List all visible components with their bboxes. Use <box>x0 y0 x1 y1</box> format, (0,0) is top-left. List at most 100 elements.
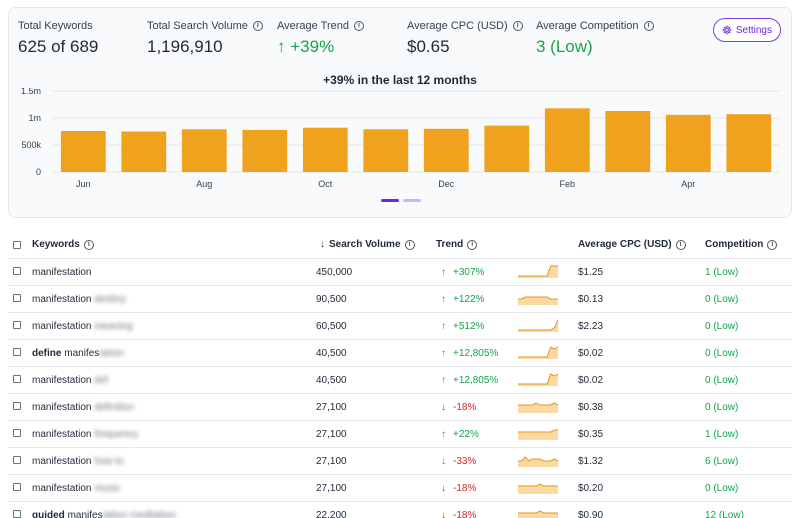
settings-button[interactable]: Settings <box>712 18 781 42</box>
table-row[interactable]: manifestation 450,000 ↑ +307% $1.25 1 (Low) <box>8 258 792 285</box>
column-keywords[interactable]: Keywords i <box>32 239 94 250</box>
bar-sep[interactable] <box>242 129 288 172</box>
stat-value: 625 of 689 <box>18 37 99 56</box>
search-volume-cell: 40,500 <box>316 375 347 386</box>
bar-dec[interactable] <box>423 128 469 172</box>
cpc-cell: $1.32 <box>578 456 604 467</box>
info-icon[interactable]: i <box>643 21 654 31</box>
chart-page-dot[interactable] <box>403 199 421 202</box>
keyword-text: manifestation <box>32 429 92 440</box>
stat-total-volume: Total Search Volume i 1,196,910 <box>147 20 263 57</box>
trend-value: +22% <box>453 429 479 440</box>
bar-may[interactable] <box>726 114 772 172</box>
search-volume-cell: 27,100 <box>316 483 347 494</box>
column-label: Average CPC (USD) <box>578 239 672 250</box>
trend-value: +307% <box>453 267 485 278</box>
row-checkbox[interactable] <box>13 375 21 383</box>
trend-cell: ↓ -18% <box>441 402 476 413</box>
chart-title: +39% in the last 12 months <box>323 73 477 87</box>
sparkline-line <box>518 483 558 487</box>
bar-aug[interactable] <box>181 129 227 172</box>
table-row[interactable]: guided manifestation meditation 22,200 ↓ -1… <box>8 501 792 518</box>
keyword-cell[interactable]: guided manifestation meditation <box>32 510 176 518</box>
search-volume-cell: 27,100 <box>316 456 347 467</box>
row-checkbox[interactable] <box>13 321 21 329</box>
trend-sparkline <box>518 265 558 278</box>
sparkline-area <box>518 457 558 467</box>
info-icon[interactable]: i <box>675 239 686 250</box>
info-icon[interactable]: i <box>404 239 415 250</box>
row-checkbox[interactable] <box>13 402 21 410</box>
info-icon[interactable]: i <box>252 21 263 31</box>
table-row[interactable]: manifestation frequency 27,100 ↑ +22% $0.35 1… <box>8 420 792 447</box>
trend-value: -18% <box>453 483 477 494</box>
trend-value: -18% <box>453 402 477 413</box>
trend-up-arrow-icon: ↑ <box>441 348 446 359</box>
keyword-blurred-text: tation <box>99 348 124 359</box>
bar-jan[interactable] <box>484 125 530 172</box>
info-icon[interactable]: i <box>83 239 94 250</box>
table-row[interactable]: manifestation how to 27,100 ↓ -33% $1.32 6 (L… <box>8 447 792 474</box>
row-checkbox[interactable] <box>13 456 21 464</box>
bar-feb[interactable] <box>544 108 590 172</box>
trend-sparkline <box>518 296 558 305</box>
keyword-cell[interactable]: manifestation how to <box>32 456 124 467</box>
sparkline-line <box>518 510 558 514</box>
info-icon[interactable]: i <box>353 21 364 31</box>
keyword-text: manifestation <box>32 267 92 278</box>
x-tick-label: Feb <box>560 179 576 189</box>
search-volume-cell: 27,100 <box>316 429 347 440</box>
row-checkbox[interactable] <box>13 267 21 275</box>
search-volume-cell: 40,500 <box>316 348 347 359</box>
table-row[interactable]: manifestation meaning 60,500 ↑ +512% $2.23 0 … <box>8 312 792 339</box>
table-row[interactable]: manifestation destiny 90,500 ↑ +122% $0.13 0 … <box>8 285 792 312</box>
keyword-text: manifestation <box>32 375 92 386</box>
bar-jun[interactable] <box>60 131 106 172</box>
cpc-cell: $0.35 <box>578 429 604 440</box>
table-row[interactable]: define manifestation 40,500 ↑ +12,805% $0.02… <box>8 339 792 366</box>
info-icon[interactable]: i <box>467 239 478 250</box>
stat-label: Average Competition <box>536 20 639 32</box>
trend-cell: ↓ -18% <box>441 483 476 494</box>
bar-mar[interactable] <box>605 111 651 172</box>
keyword-cell[interactable]: manifestation frequency <box>32 429 138 440</box>
info-icon[interactable]: i <box>767 239 778 250</box>
row-checkbox[interactable] <box>13 429 21 437</box>
table-row[interactable]: manifestation music 27,100 ↓ -18% $0.20 0 (Lo… <box>8 474 792 501</box>
info-icon[interactable]: i <box>512 21 523 31</box>
table-row[interactable]: manifestation definition 27,100 ↓ -18% $0.38… <box>8 393 792 420</box>
bar-nov[interactable] <box>363 129 409 172</box>
select-all-checkbox[interactable] <box>13 241 21 249</box>
row-checkbox[interactable] <box>13 510 21 518</box>
table-row[interactable]: manifestation def 40,500 ↑ +12,805% $0.02 0 (… <box>8 366 792 393</box>
keyword-cell[interactable]: manifestation definition <box>32 402 134 413</box>
keyword-text: manifestation <box>32 294 92 305</box>
cpc-cell: $0.38 <box>578 402 604 413</box>
keyword-blurred-text: frequency <box>94 429 139 440</box>
keyword-cell[interactable]: manifestation music <box>32 483 120 494</box>
stat-label: Total Search Volume <box>147 20 248 32</box>
bar-jul[interactable] <box>121 131 167 173</box>
column-search-volume[interactable]: ↓ Search Volume i <box>320 239 415 250</box>
keyword-text: manifestation <box>32 402 92 413</box>
column-competition[interactable]: Competition i <box>705 239 778 250</box>
row-checkbox[interactable] <box>13 483 21 491</box>
chart-page-dot-active[interactable] <box>381 199 399 202</box>
stat-label: Average CPC (USD) <box>407 20 508 32</box>
stat-total-keywords: Total Keywords 625 of 689 <box>18 20 98 57</box>
bar-apr[interactable] <box>665 114 711 172</box>
sparkline-area <box>518 320 558 332</box>
row-checkbox[interactable] <box>13 294 21 302</box>
row-checkbox[interactable] <box>13 348 21 356</box>
keyword-cell[interactable]: manifestation <box>32 267 91 278</box>
stat-label: Average Trend <box>277 20 349 32</box>
keyword-cell[interactable]: manifestation destiny <box>32 294 126 305</box>
keyword-blurred-text: music <box>94 483 121 494</box>
bar-oct[interactable] <box>302 127 348 172</box>
column-average-cpc[interactable]: Average CPC (USD) i <box>578 239 686 250</box>
column-trend[interactable]: Trend i <box>436 239 478 250</box>
keyword-cell[interactable]: define manifestation <box>32 348 124 359</box>
keyword-cell[interactable]: manifestation meaning <box>32 321 133 332</box>
search-volume-cell: 90,500 <box>316 294 347 305</box>
keyword-cell[interactable]: manifestation def <box>32 375 108 386</box>
